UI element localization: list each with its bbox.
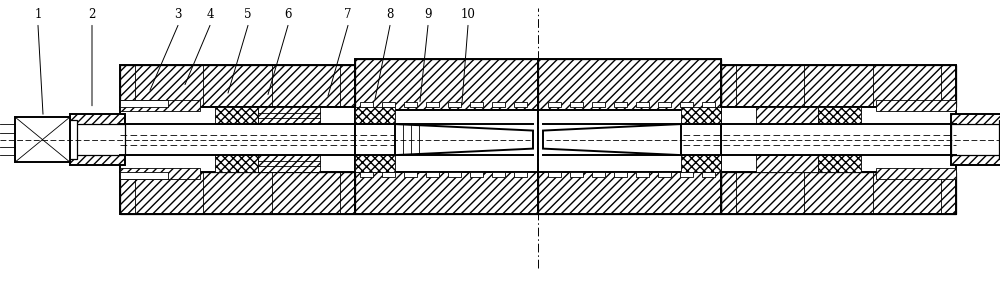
Bar xyxy=(514,102,527,107)
Bar xyxy=(355,107,395,124)
Bar xyxy=(681,155,721,172)
Bar xyxy=(876,168,956,179)
Bar xyxy=(636,102,649,107)
Bar xyxy=(448,102,461,107)
Bar xyxy=(120,172,168,179)
Bar xyxy=(538,166,721,214)
Bar xyxy=(680,172,693,177)
Bar xyxy=(120,65,355,107)
Text: 7: 7 xyxy=(344,8,352,21)
Bar xyxy=(215,107,258,124)
Bar xyxy=(538,59,721,110)
Text: 6: 6 xyxy=(284,8,292,21)
Bar xyxy=(470,172,483,177)
Polygon shape xyxy=(543,124,681,155)
Text: 10: 10 xyxy=(461,8,475,21)
Text: 5: 5 xyxy=(244,8,252,21)
Text: 4: 4 xyxy=(206,8,214,21)
Bar xyxy=(15,117,70,162)
Bar xyxy=(426,102,439,107)
Bar xyxy=(355,59,538,110)
Bar xyxy=(951,114,1000,165)
Bar xyxy=(120,168,200,179)
Bar xyxy=(721,65,956,107)
Text: 2: 2 xyxy=(88,8,96,21)
Bar xyxy=(404,172,417,177)
Bar xyxy=(680,102,693,107)
Bar xyxy=(876,100,956,111)
Bar xyxy=(382,172,395,177)
Bar xyxy=(355,155,395,172)
Bar xyxy=(681,107,721,124)
Polygon shape xyxy=(395,124,533,155)
Bar xyxy=(65,120,77,159)
Bar xyxy=(514,172,527,177)
Bar xyxy=(360,102,373,107)
Bar xyxy=(538,110,721,172)
Bar xyxy=(614,172,627,177)
Bar xyxy=(570,172,583,177)
Bar xyxy=(658,102,671,107)
Bar xyxy=(702,172,715,177)
Bar xyxy=(658,172,671,177)
Bar xyxy=(355,166,538,214)
Bar xyxy=(756,107,818,124)
Bar xyxy=(470,102,483,107)
Text: 8: 8 xyxy=(386,8,394,21)
Bar xyxy=(721,107,956,172)
Bar xyxy=(702,102,715,107)
Text: 3: 3 xyxy=(174,8,182,21)
Bar xyxy=(492,172,505,177)
Bar xyxy=(614,102,627,107)
Bar xyxy=(721,172,956,214)
Bar xyxy=(120,100,168,107)
Bar xyxy=(548,102,561,107)
Bar xyxy=(448,172,461,177)
Bar xyxy=(592,102,605,107)
Bar xyxy=(360,172,373,177)
Bar xyxy=(382,102,395,107)
Bar xyxy=(120,107,355,172)
Bar xyxy=(636,172,649,177)
Bar xyxy=(818,107,861,124)
Bar xyxy=(215,155,258,172)
Bar xyxy=(404,102,417,107)
Bar xyxy=(721,172,956,214)
Bar xyxy=(426,172,439,177)
Bar xyxy=(70,124,125,155)
Bar xyxy=(120,172,355,214)
Bar xyxy=(120,100,200,111)
Bar xyxy=(538,166,721,214)
Bar xyxy=(355,110,538,172)
Bar xyxy=(548,172,561,177)
Bar xyxy=(592,172,605,177)
Bar xyxy=(818,155,861,172)
Bar xyxy=(70,114,125,165)
Bar xyxy=(258,155,320,172)
Text: 9: 9 xyxy=(424,8,432,21)
Bar xyxy=(120,172,355,214)
Text: 1: 1 xyxy=(34,8,42,21)
Bar xyxy=(951,124,1000,155)
Bar xyxy=(538,59,721,110)
Bar xyxy=(999,120,1000,159)
Bar xyxy=(492,102,505,107)
Bar xyxy=(721,65,956,107)
Bar xyxy=(120,65,355,107)
Bar xyxy=(355,59,538,110)
Bar xyxy=(355,166,538,214)
Bar xyxy=(756,155,818,172)
Bar xyxy=(570,102,583,107)
Bar xyxy=(258,107,320,124)
